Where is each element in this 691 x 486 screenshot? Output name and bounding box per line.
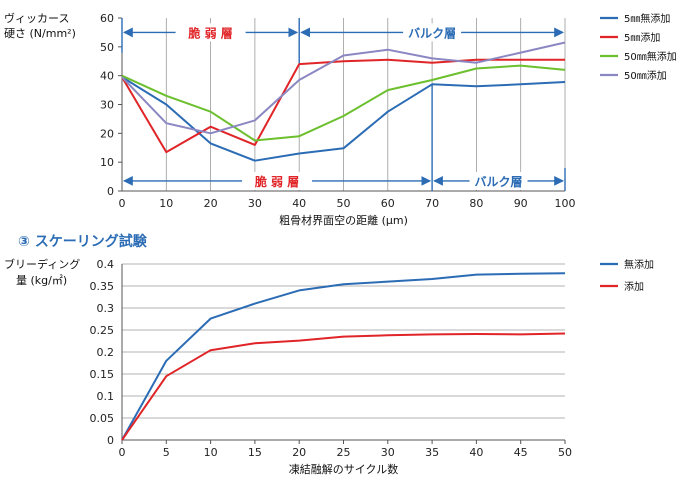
scaling-legend-label-0: 無添加 bbox=[624, 258, 654, 271]
hardness-xtick-label-6: 60 bbox=[381, 197, 395, 210]
hardness-ylabel-line-2: 硬さ (N/mm²) bbox=[4, 27, 76, 40]
hardness-series-line-3 bbox=[121, 41, 566, 135]
scaling-xtick-label-5: 25 bbox=[337, 446, 351, 459]
scaling-xtick-label-2: 10 bbox=[204, 446, 218, 459]
hardness-xtick-label-2: 20 bbox=[204, 197, 218, 210]
hardness-region-label-bg-3 bbox=[469, 171, 528, 190]
scaling-xtick-label-3: 15 bbox=[248, 446, 262, 459]
scaling-ytick-label-3: 0.15 bbox=[90, 368, 115, 381]
scaling-ytick-label-0: 0 bbox=[107, 434, 114, 447]
hardness-region-label-bg-0 bbox=[175, 23, 246, 42]
hardness-series-line-2 bbox=[121, 64, 566, 142]
hardness-xtick-label-4: 40 bbox=[292, 197, 306, 210]
scaling-xtick-label-6: 30 bbox=[381, 446, 395, 459]
hardness-ytick-label-3: 30 bbox=[100, 99, 114, 112]
scaling-ylabel-line-1: ブリーディング bbox=[4, 257, 80, 271]
hardness-ytick-label-5: 50 bbox=[100, 41, 114, 54]
hardness-ytick-label-1: 10 bbox=[100, 156, 114, 169]
hardness-region-label-1: バルク層 bbox=[408, 26, 456, 40]
hardness-ytick-label-0: 0 bbox=[107, 185, 114, 198]
hardness-region-label-0: 脆 弱 層 bbox=[187, 25, 232, 40]
hardness-xtick-label-9: 90 bbox=[514, 197, 528, 210]
scaling-series-line-1 bbox=[121, 332, 566, 441]
scaling-xtick-label-1: 5 bbox=[163, 446, 170, 459]
scaling-xtick-label-4: 20 bbox=[292, 446, 306, 459]
scaling-ytick-label-1: 0.05 bbox=[90, 412, 115, 425]
scaling-xlabel: 凍結融解のサイクル数 bbox=[289, 462, 398, 476]
scaling-series-line-0 bbox=[121, 272, 566, 441]
hardness-ylabel-line-1: ヴィッカース bbox=[4, 11, 69, 25]
hardness-legend-label-1: 5㎜添加 bbox=[624, 31, 660, 44]
scaling-title: ③ スケーリング試験 bbox=[18, 233, 148, 250]
scaling-xtick-label-8: 40 bbox=[469, 446, 483, 459]
hardness-ytick-label-2: 20 bbox=[100, 127, 114, 140]
hardness-legend-label-3: 50㎜添加 bbox=[624, 69, 667, 82]
hardness-legend-label-2: 50㎜無添加 bbox=[624, 50, 677, 63]
scaling-ytick-label-7: 0.35 bbox=[90, 280, 115, 293]
scaling-xtick-label-0: 0 bbox=[119, 446, 126, 459]
hardness-xlabel: 粗骨材界面空の距離 (μm) bbox=[279, 213, 408, 227]
hardness-ytick-label-6: 60 bbox=[100, 12, 114, 25]
hardness-xtick-label-3: 30 bbox=[248, 197, 262, 210]
scaling-ytick-label-4: 0.2 bbox=[97, 346, 115, 359]
hardness-legend-label-0: 5㎜無添加 bbox=[624, 12, 670, 25]
scaling-xtick-label-9: 45 bbox=[514, 446, 528, 459]
hardness-ytick-label-4: 40 bbox=[100, 70, 114, 83]
scaling-ytick-label-5: 0.25 bbox=[90, 324, 115, 337]
scaling-chart: ③ スケーリング試験 0 0.05 0.1 0.15 0.2 0.25 0.3 0.35 0.4 0… bbox=[4, 233, 654, 476]
scaling-ytick-label-8: 0.4 bbox=[97, 258, 115, 271]
hardness-xtick-label-8: 80 bbox=[469, 197, 483, 210]
hardness-region-label-3: バルク層 bbox=[475, 175, 523, 189]
hardness-region-label-bg-2 bbox=[242, 171, 313, 190]
scaling-ytick-label-2: 0.1 bbox=[97, 390, 115, 403]
scaling-ytick-label-6: 0.3 bbox=[97, 302, 115, 315]
scaling-ylabel-line-2: 量 (kg/㎡) bbox=[16, 274, 67, 287]
scaling-legend-label-1: 添加 bbox=[624, 280, 644, 293]
hardness-xtick-label-0: 0 bbox=[119, 197, 126, 210]
hardness-xtick-label-1: 10 bbox=[159, 197, 173, 210]
hardness-xtick-label-7: 70 bbox=[425, 197, 439, 210]
hardness-xtick-label-5: 50 bbox=[337, 197, 351, 210]
scaling-xtick-label-10: 50 bbox=[558, 446, 572, 459]
hardness-region-label-bg-1 bbox=[403, 23, 462, 42]
hardness-region-label-2: 脆 弱 層 bbox=[254, 174, 299, 189]
scaling-xtick-label-7: 35 bbox=[425, 446, 439, 459]
hardness-chart: 0 10 20 30 40 50 60 0 10 20 30 40 50 60 70 80 90 100 ヴィッカー… bbox=[4, 11, 677, 227]
hardness-xtick-label-10: 100 bbox=[555, 197, 576, 210]
